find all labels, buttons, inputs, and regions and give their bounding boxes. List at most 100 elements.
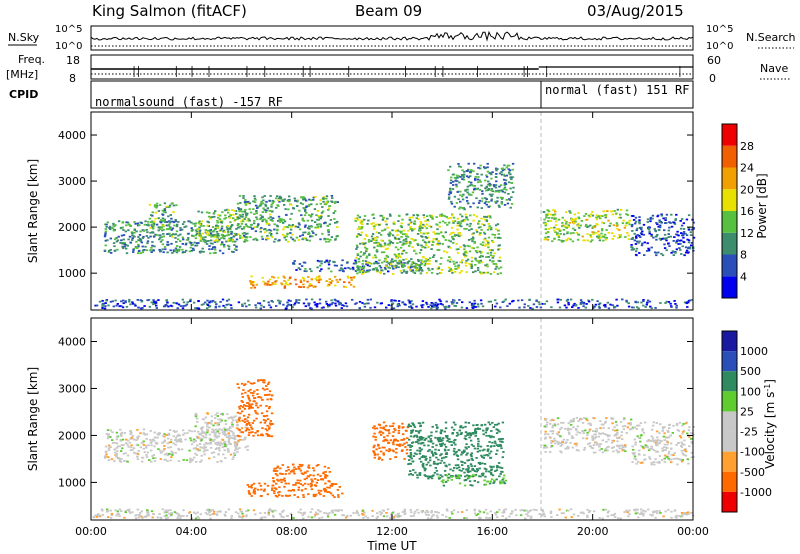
power-cell-0: [194, 237, 198, 240]
power-cell-5: [341, 270, 345, 272]
power-cell-10: [241, 305, 244, 307]
power-cell-10: [472, 305, 476, 308]
velocity-cell-3: [250, 486, 253, 489]
power-cell-10: [659, 302, 662, 304]
velocity-cell-8: [548, 436, 552, 438]
power-cell-9: [656, 215, 659, 218]
power-cell-6: [405, 242, 409, 245]
velocity-cell-6: [464, 435, 467, 437]
power-cell-6: [496, 223, 500, 226]
power-cell-6: [363, 238, 366, 240]
power-cell-6: [372, 256, 375, 259]
power-cell-0: [164, 248, 167, 251]
velocity-cell-0: [190, 430, 193, 433]
power-cell-3: [265, 219, 268, 222]
velocity-cell-8: [622, 418, 626, 421]
power-cell-10: [495, 302, 499, 305]
power-cell-6: [402, 242, 405, 245]
power-cell-6: [486, 228, 490, 231]
velocity-cell-2: [247, 380, 250, 383]
velocity-cell-0: [206, 449, 209, 452]
power-cell-0: [119, 242, 122, 244]
velocity-cell-4: [298, 463, 302, 466]
velocity-cell-8: [598, 443, 601, 446]
power-cell-2: [197, 210, 200, 213]
power-cell-2: [241, 220, 245, 223]
velocity-cell-0: [129, 449, 132, 452]
power-cell-10: [271, 300, 274, 303]
power-cell-10: [254, 304, 257, 307]
power-cell-6: [399, 225, 403, 227]
velocity-cell-4: [282, 478, 285, 481]
power-cell-1: [154, 211, 157, 214]
power-cell-8: [616, 227, 619, 230]
velocity-cell-1: [212, 440, 215, 442]
power-cell-6: [397, 262, 401, 265]
power-cell-7: [497, 204, 501, 207]
power-cell-8: [627, 221, 630, 224]
velocity-cell-6: [412, 441, 415, 444]
power-cell-10: [648, 300, 652, 303]
power-cell-10: [669, 302, 672, 305]
velocity-cell-8: [629, 422, 632, 424]
velocity-cell-4: [324, 471, 327, 473]
power-cell-0: [120, 239, 123, 242]
velocity-cell-8: [585, 417, 588, 420]
power-cell-6: [493, 252, 496, 255]
velocity-cell-0: [195, 454, 199, 456]
power-cell-8: [547, 210, 551, 213]
power-cell-0: [200, 250, 203, 253]
velocity-cell-1: [204, 446, 208, 449]
power-cell-0: [150, 246, 153, 249]
power-cell-7: [479, 180, 482, 183]
power-cell-6: [379, 272, 382, 274]
power-cell-6: [484, 271, 488, 274]
power-cell-6: [382, 251, 386, 254]
velocity-cell-2: [265, 414, 269, 417]
power-cell-10: [241, 303, 244, 306]
power-cell-10: [621, 298, 624, 301]
velocity-cell-3: [314, 484, 317, 486]
power-cell-8: [628, 223, 631, 226]
power-cell-10: [103, 307, 107, 310]
power-cell-4: [250, 275, 253, 278]
power-cell-6: [417, 264, 420, 266]
power-cell-9: [647, 226, 650, 228]
power-cell-2: [201, 232, 204, 235]
power-cell-8: [542, 221, 546, 224]
power-cell-6: [453, 220, 457, 222]
power-cell-10: [98, 300, 102, 303]
power-cell-1: [168, 204, 172, 207]
power-cell-6: [472, 247, 475, 250]
power-cell-3: [239, 202, 242, 204]
power-cell-10: [154, 300, 158, 303]
velocity-cell-5: [392, 443, 395, 446]
power-cell-4: [274, 283, 277, 285]
power-cell-8: [569, 238, 572, 241]
power-cell-10: [559, 298, 562, 301]
power-cell-6: [444, 239, 447, 241]
power-cell-6: [499, 272, 502, 275]
power-cell-6: [441, 235, 445, 237]
power-cell-8: [568, 210, 571, 213]
power-cell-10: [452, 301, 455, 304]
velocity-cell-1: [219, 413, 223, 415]
power-cell-10: [267, 301, 270, 304]
velocity-cell-5: [401, 444, 404, 447]
velocity-cell-2: [248, 428, 251, 431]
velocity-cell-2: [242, 414, 246, 417]
power-cell-5: [418, 268, 422, 271]
velocity-cell-8: [566, 439, 569, 441]
power-cell-10: [163, 305, 166, 308]
velocity-cell-1: [240, 427, 244, 430]
power-cell-1: [172, 211, 175, 213]
velocity-cell-7: [503, 474, 506, 477]
velocity-cell-5: [383, 436, 386, 439]
power-cell-7: [468, 184, 472, 187]
power-cell-8: [625, 209, 629, 212]
velocity-cell-2: [269, 398, 272, 400]
velocity-cell-6: [444, 421, 448, 424]
velocity-cell-0: [130, 431, 133, 434]
velocity-cell-4: [315, 464, 318, 467]
power-cell-10: [125, 305, 129, 308]
